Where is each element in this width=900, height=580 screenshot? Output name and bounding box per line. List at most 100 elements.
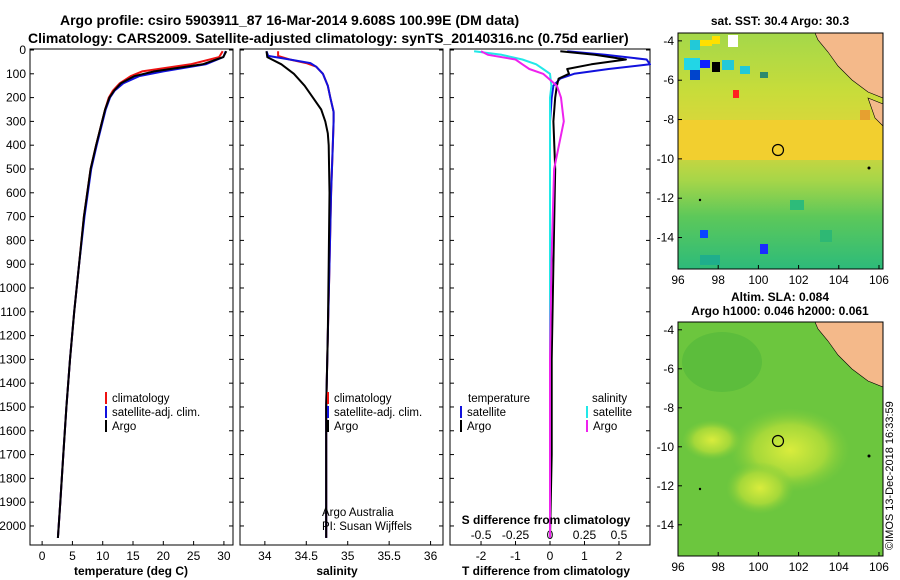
legend-salinity-title: salinity: [592, 393, 627, 405]
series-climatology: [56, 50, 224, 538]
map-x-tick-label: 98: [712, 560, 726, 574]
figure-title-line2: Climatology: CARS2009. Satellite-adjuste…: [28, 30, 629, 46]
x-tick-label: 25: [187, 549, 201, 563]
island-dot: [867, 166, 871, 170]
sst-patch: [733, 90, 739, 98]
y-tick-label: 1600: [0, 424, 26, 438]
y-tick-label: 700: [6, 210, 26, 224]
y-tick-label: 1000: [0, 281, 26, 295]
y-tick-label: 1200: [0, 329, 26, 343]
legend-climatology-label: climatology: [112, 393, 170, 405]
x-tick-label: 34: [258, 549, 272, 563]
island-dot: [867, 454, 871, 458]
sla-low: [682, 332, 762, 392]
sst-map-title: sat. SST: 30.4 Argo: 30.3: [711, 14, 850, 28]
sst-map-axes: 96 98 100 102 104 106 -4 -6 -8 -10 -12 -14: [657, 34, 890, 287]
temperature-plot-area: [29, 48, 234, 546]
sst-patch: [728, 35, 738, 47]
sst-patches: [678, 35, 883, 265]
x-tick-label: 15: [126, 549, 140, 563]
map-y-tick-label: -10: [657, 152, 675, 166]
salinity-legend: climatology satellite-adj. clim. Argo Ar…: [322, 392, 422, 533]
y-tick-label: 400: [6, 138, 26, 152]
island-dot: [698, 198, 702, 202]
map-x-tick-label: 102: [789, 273, 809, 287]
x-tick-label: 0: [39, 549, 46, 563]
map-x-tick-label: 98: [712, 273, 726, 287]
sst-patch: [760, 244, 768, 254]
sla-high: [682, 420, 742, 460]
sla-map-subtitle: Argo h1000: 0.046 h2000: 0.061: [691, 304, 869, 318]
y-tick-label: 1100: [0, 305, 26, 319]
temperature-legend: climatology satellite-adj. clim. Argo: [105, 392, 200, 433]
salinity-x-label: salinity: [316, 564, 358, 578]
island-dot: [698, 487, 702, 491]
y-tick-label: 1700: [0, 448, 26, 462]
map-x-tick-label: 96: [671, 273, 685, 287]
map-y-tick-label: -8: [663, 401, 674, 415]
x-tick-label: 34.5: [295, 549, 319, 563]
sst-map-frame: [677, 32, 884, 270]
map-x-tick-label: 102: [789, 560, 809, 574]
y-tick-label: 0: [19, 43, 26, 57]
y-tick-label: 100: [6, 67, 26, 81]
difference-x-label: T difference from climatology: [462, 564, 630, 578]
x-tick-label: -2: [476, 549, 487, 563]
figure-title-line1: Argo profile: csiro 5903911_87 16-Mar-20…: [60, 12, 519, 28]
sst-patch: [860, 110, 870, 120]
x2-tick-label: 0.25: [573, 528, 597, 542]
map-y-tick-label: -12: [657, 479, 675, 493]
sla-map: [677, 321, 884, 557]
map-y-tick-label: -14: [657, 518, 675, 532]
map-y-tick-label: -6: [663, 362, 674, 376]
y-tick-label: 300: [6, 114, 26, 128]
x-tick-label: 36: [424, 549, 438, 563]
legend-temp-argo-label: Argo: [467, 421, 491, 433]
y-tick-label: 1400: [0, 376, 26, 390]
map-y-tick-label: -4: [663, 323, 674, 337]
legend-climatology-label: climatology: [334, 393, 392, 405]
sst-patch: [740, 66, 750, 74]
salinity-profile-chart: 34 34.5 35 35.5 36: [240, 49, 443, 563]
map-x-tick-label: 106: [869, 560, 889, 574]
difference-profile-chart: -2 -1 0 1 2-0.5 -0.25 0 0.25 0.5: [450, 49, 651, 563]
pressure-axis: 0 100 200 300 400 500 600 700 800 900 1000 1100 1200…: [0, 43, 26, 533]
difference-legend: temperature satellite Argo salinity sate…: [460, 393, 632, 433]
argo-float-marker: [771, 143, 785, 157]
map-y-tick-label: -4: [663, 34, 674, 48]
argo-float-marker: [771, 434, 785, 448]
series-satellite-adj-clim-: [56, 50, 227, 538]
series-temperature-satellite: [549, 50, 651, 538]
x-tick-label: 1: [581, 549, 588, 563]
sst-patch: [712, 62, 720, 72]
x-tick-label: 20: [157, 549, 171, 563]
sst-patch: [684, 58, 700, 70]
x-tick-label: 2: [616, 549, 623, 563]
salinity-plot-area: [239, 48, 444, 546]
sst-patch: [760, 72, 768, 78]
y-tick-label: 500: [6, 162, 26, 176]
map-x-tick-label: 104: [829, 560, 849, 574]
sla-map-frame: [677, 321, 884, 557]
sst-patch: [722, 60, 734, 70]
legend-argo-label: Argo: [112, 421, 136, 433]
sla-map-title: Altim. SLA: 0.084: [731, 290, 829, 304]
x2-tick-label: -0.5: [471, 528, 492, 542]
credit-argo-australia: Argo Australia: [322, 507, 394, 519]
legend-temperature-title: temperature: [468, 393, 530, 405]
series-satellite-adj-clim-: [265, 50, 335, 538]
legend-sal-argo-label: Argo: [593, 421, 617, 433]
legend-argo-label: Argo: [334, 421, 358, 433]
sst-patch: [790, 200, 804, 210]
legend-satellite-label: satellite-adj. clim.: [334, 407, 422, 419]
sst-patch: [820, 230, 832, 242]
sst-map: [677, 32, 884, 270]
series-argo: [56, 50, 228, 538]
y-tick-label: 600: [6, 186, 26, 200]
salinity-difference-label: S difference from climatology: [462, 513, 631, 527]
series-argo: [265, 51, 331, 538]
map-x-tick-label: 106: [869, 273, 889, 287]
credit-pi: PI: Susan Wijffels: [322, 521, 412, 533]
x-tick-label: 5: [69, 549, 76, 563]
